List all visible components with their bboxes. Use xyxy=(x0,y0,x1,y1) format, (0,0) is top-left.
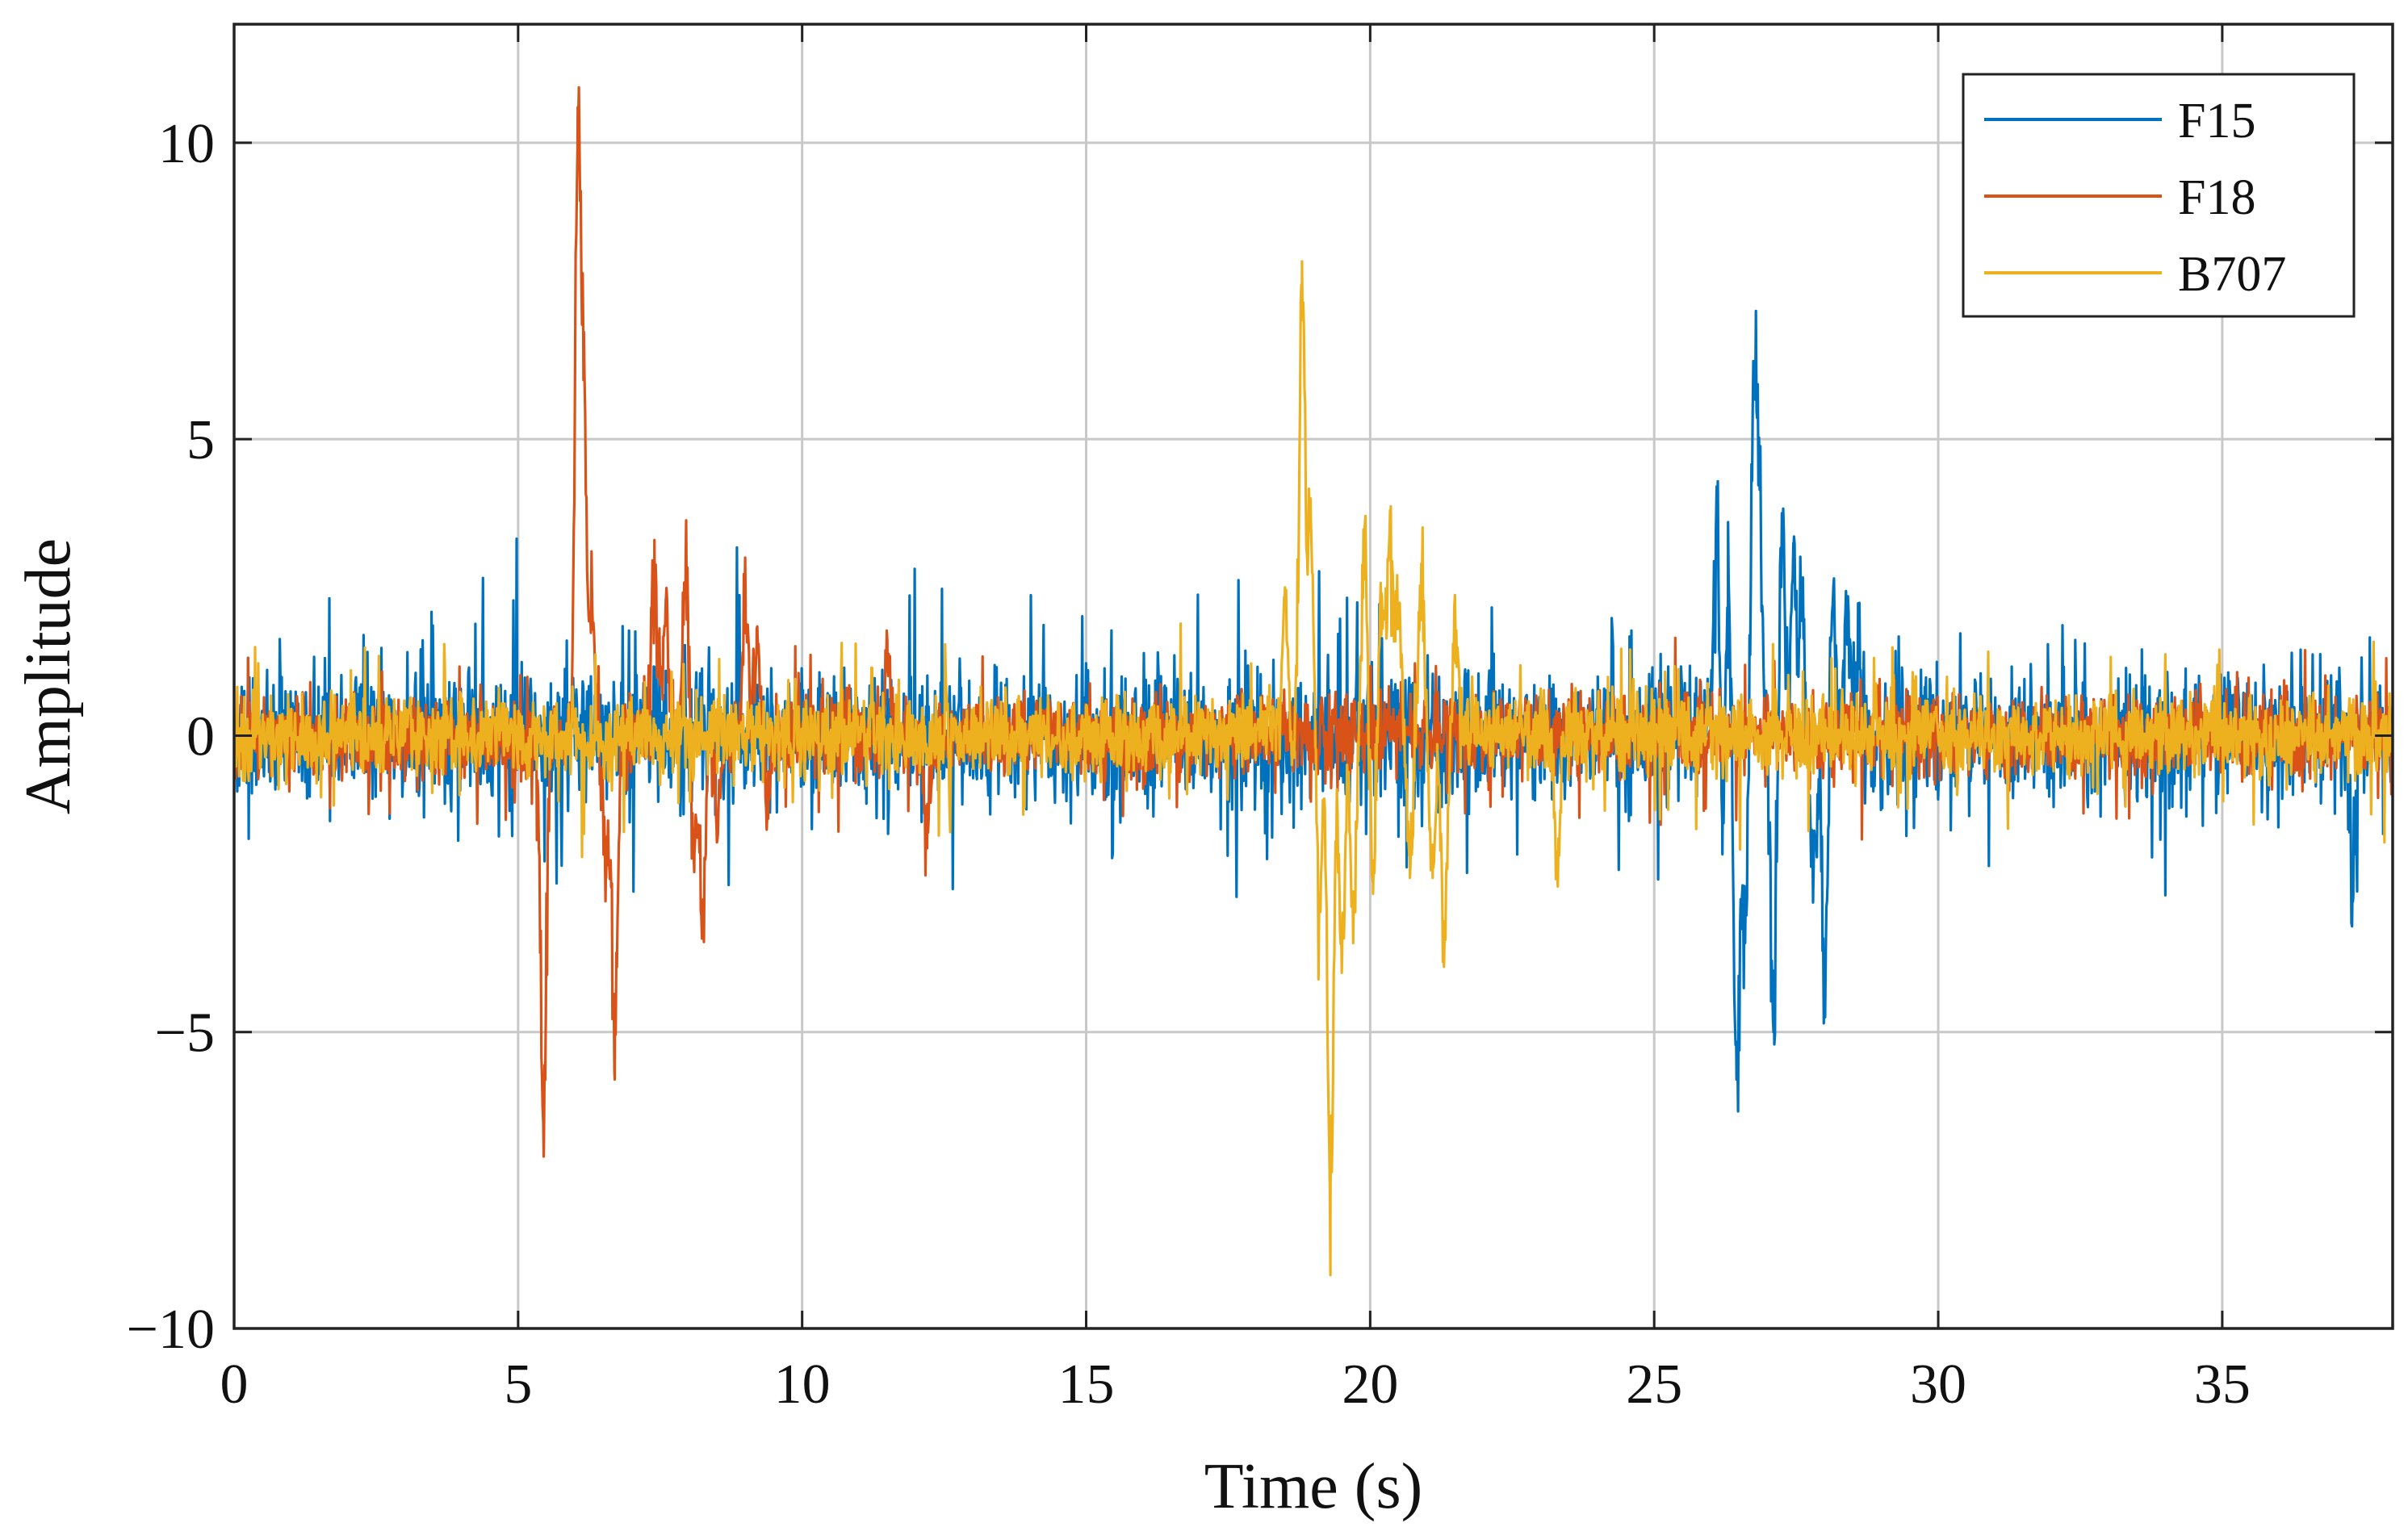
x-tick-label: 15 xyxy=(1058,1353,1115,1416)
x-tick-label: 5 xyxy=(504,1353,532,1416)
plot-frame xyxy=(232,23,2394,1330)
y-tick-label: −10 xyxy=(127,1299,215,1361)
legend-label-f18: F18 xyxy=(2178,170,2255,225)
legend-label-b707: B707 xyxy=(2178,247,2286,302)
legend-label-f15: F15 xyxy=(2178,94,2255,149)
legend: F15 F18 B707 xyxy=(1962,73,2356,318)
axis-ticks: 0 5 10 15 20 25 30 35 −10 −5 0 5 10 xyxy=(127,24,2393,1416)
y-tick-label: 10 xyxy=(158,113,215,175)
x-axis-title: Time (s) xyxy=(1204,1451,1422,1522)
series-group xyxy=(234,86,2393,1277)
y-tick-label: 0 xyxy=(186,705,215,768)
x-tick-label: 30 xyxy=(1910,1353,1966,1416)
x-tick-label: 0 xyxy=(220,1353,249,1416)
series-line-b707 xyxy=(234,260,2393,1277)
x-tick-label: 35 xyxy=(2194,1353,2251,1416)
x-tick-label: 25 xyxy=(1626,1353,1682,1416)
y-tick-label: −5 xyxy=(155,1002,215,1065)
y-axis-title: Amplitude xyxy=(13,538,84,814)
y-tick-label: 5 xyxy=(186,409,215,471)
x-tick-label: 20 xyxy=(1342,1353,1398,1416)
x-tick-label: 10 xyxy=(774,1353,831,1416)
